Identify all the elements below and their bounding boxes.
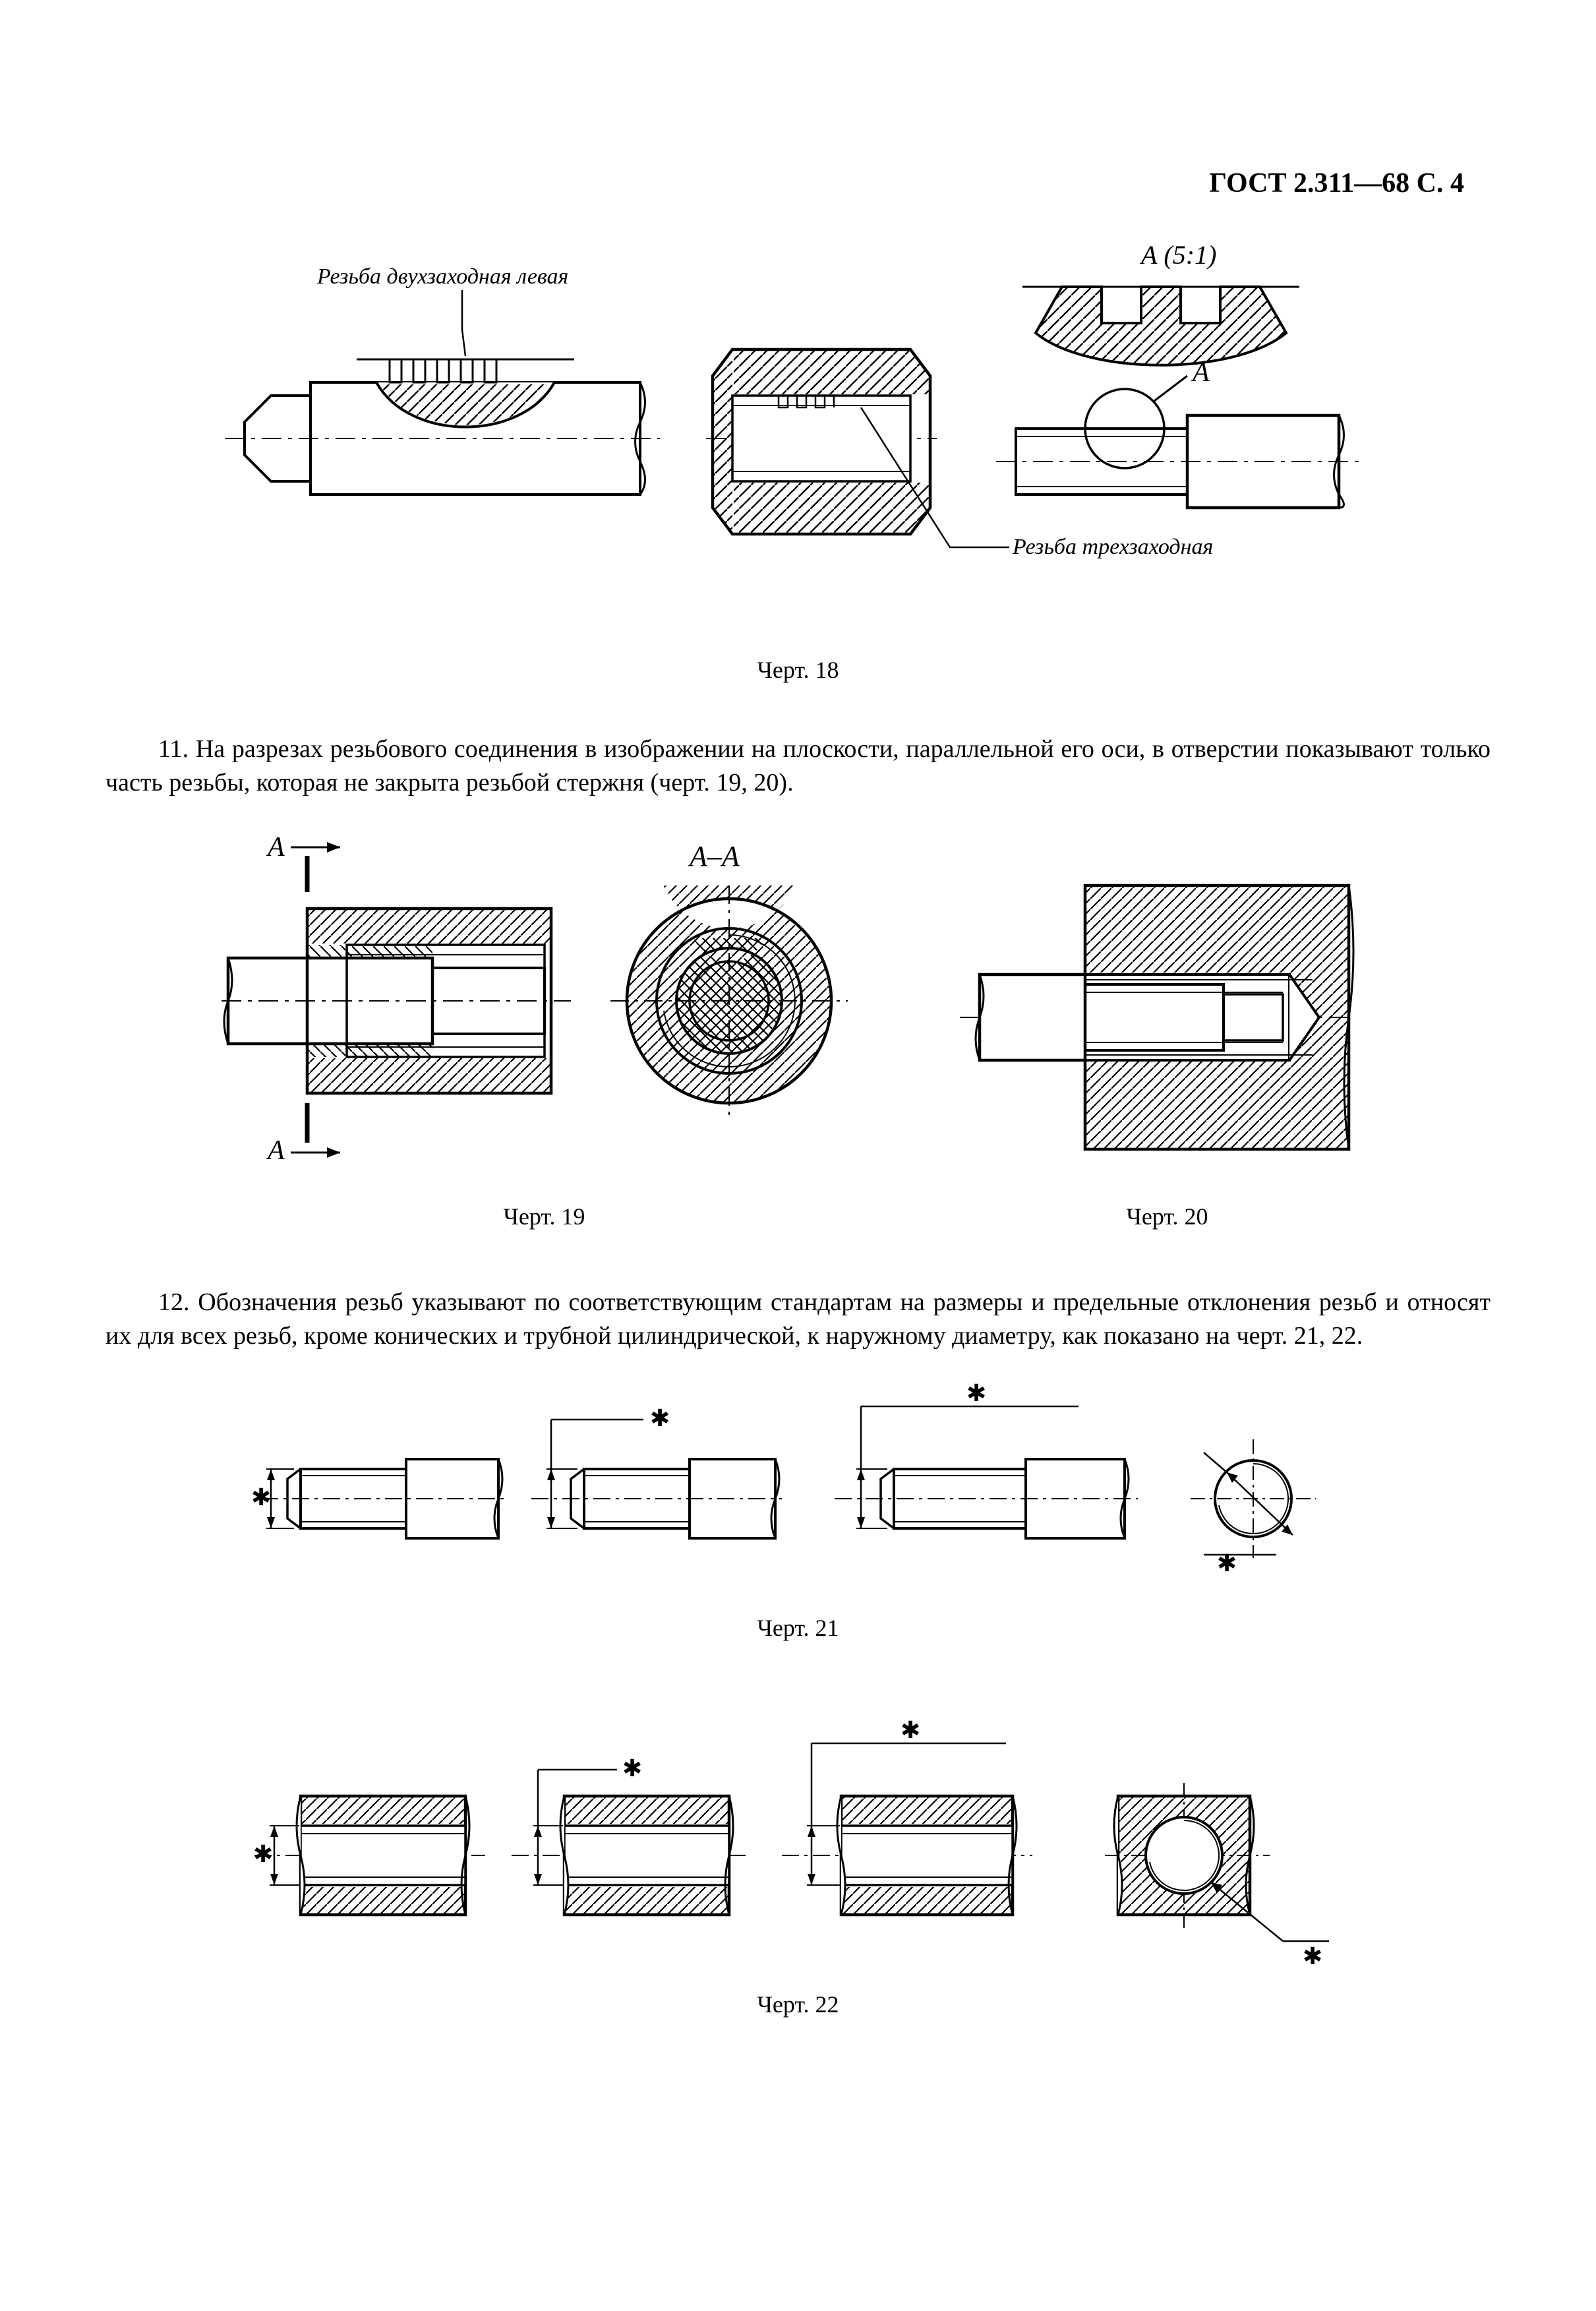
fig22-v1: ✱ bbox=[253, 1796, 485, 1915]
fig18-label-right: Резьба трехзаходная bbox=[1012, 535, 1213, 559]
figure-22-svg: ✱ ✱ bbox=[222, 1704, 1375, 1967]
svg-text:✱: ✱ bbox=[1303, 1943, 1322, 1967]
fig21-v4: ✱ bbox=[1191, 1439, 1316, 1576]
figure-21-svg: ✱ ✱ bbox=[222, 1373, 1375, 1591]
paragraph-12: 12. Обозначения резьб указывают по соотв… bbox=[105, 1286, 1491, 1354]
fig18-detail-marker: А bbox=[1191, 357, 1210, 388]
figure-22: ✱ ✱ bbox=[105, 1704, 1491, 2021]
svg-text:✱: ✱ bbox=[253, 1841, 273, 1867]
figure-19-20-row: A bbox=[105, 820, 1491, 1233]
fig18-middle-part bbox=[706, 349, 1009, 547]
figure-18-svg: Резьба двухзаходная левая bbox=[205, 224, 1392, 633]
svg-text:A: A bbox=[266, 1135, 285, 1166]
fig19-marker-top: A bbox=[266, 832, 340, 892]
figure-19-caption: Черт. 19 bbox=[504, 1201, 585, 1233]
fig19-assembly bbox=[222, 909, 571, 1093]
figure-20-svg bbox=[953, 846, 1382, 1189]
svg-text:✱: ✱ bbox=[251, 1484, 271, 1511]
figure-22-caption: Черт. 22 bbox=[105, 1989, 1491, 2021]
svg-text:✱: ✱ bbox=[901, 1717, 920, 1743]
fig18-detail-label: А (5:1) bbox=[1139, 240, 1216, 270]
fig19-marker-bot: A bbox=[266, 1103, 340, 1166]
fig18-label-left: Резьба двухзаходная левая bbox=[316, 264, 568, 289]
fig18-detail: А (5:1) А bbox=[996, 240, 1365, 508]
figure-21: ✱ ✱ bbox=[105, 1373, 1491, 1644]
svg-text:✱: ✱ bbox=[622, 1755, 642, 1782]
svg-text:✱: ✱ bbox=[1217, 1550, 1237, 1576]
fig21-v1: ✱ bbox=[251, 1459, 505, 1538]
figure-19-svg: A bbox=[215, 820, 874, 1189]
fig22-v2: ✱ bbox=[512, 1755, 749, 1915]
fig22-v4: ✱ bbox=[1105, 1783, 1329, 1967]
paragraph-11: 11. На разрезах резьбового соединения в … bbox=[105, 733, 1491, 800]
fig19-section-view: А–А bbox=[610, 840, 848, 1123]
fig21-v2: ✱ bbox=[531, 1405, 782, 1538]
page-header: ГОСТ 2.311—68 С. 4 bbox=[1209, 165, 1464, 202]
fig21-v3: ✱ bbox=[835, 1380, 1138, 1538]
figure-18: Резьба двухзаходная левая bbox=[105, 224, 1491, 686]
figure-20-caption: Черт. 20 bbox=[1127, 1201, 1208, 1233]
figure-21-caption: Черт. 21 bbox=[105, 1612, 1491, 1644]
svg-text:✱: ✱ bbox=[650, 1405, 670, 1431]
svg-text:✱: ✱ bbox=[966, 1380, 986, 1406]
fig22-v3: ✱ bbox=[782, 1717, 1032, 1915]
svg-text:A: A bbox=[266, 832, 285, 862]
fig18-left-part bbox=[225, 359, 660, 495]
page: ГОСТ 2.311—68 С. 4 Резьба двухзаходная л… bbox=[0, 26, 1596, 2285]
svg-text:А–А: А–А bbox=[688, 840, 740, 872]
figure-18-caption: Черт. 18 bbox=[105, 654, 1491, 686]
